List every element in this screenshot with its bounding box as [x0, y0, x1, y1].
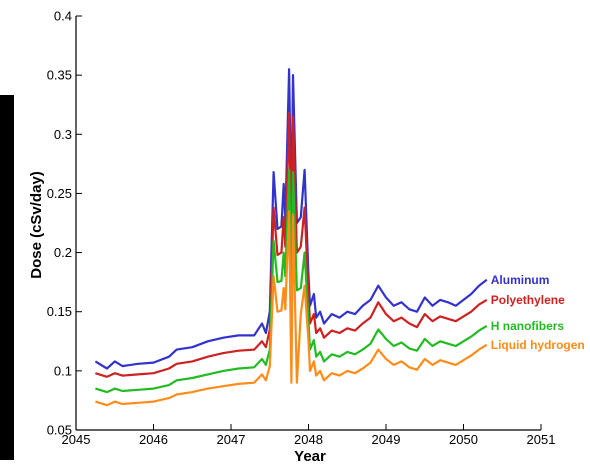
- x-tick-label: 2049: [372, 432, 401, 447]
- y-tick-label: 0.1: [54, 363, 72, 378]
- x-tick-label: 2045: [62, 432, 91, 447]
- y-tick-label: 0.15: [47, 304, 72, 319]
- legend-label-polyethylene: Polyethylene: [491, 293, 565, 307]
- y-tick-label: 0.3: [54, 127, 72, 142]
- x-tick-label: 2046: [139, 432, 168, 447]
- x-tick-label: 2051: [527, 432, 556, 447]
- x-axis-title: Year: [294, 448, 326, 465]
- series-lines: [95, 69, 486, 405]
- y-tick-label: 0.2: [54, 245, 72, 260]
- legend-label-h-nanofibers: H nanofibers: [491, 319, 565, 333]
- x-tick-label: 2048: [294, 432, 323, 447]
- legend-label-aluminum: Aluminum: [491, 273, 550, 287]
- y-tick-label: 0.25: [47, 186, 72, 201]
- y-axis-title: Dose (cSv/day): [28, 171, 45, 279]
- legend-label-liquid-hydrogen: Liquid hydrogen: [491, 338, 585, 352]
- legend-labels: Aluminum Polyethylene H nanofibers Liquid h…: [491, 273, 585, 352]
- left-colorbar-strip: [0, 95, 14, 460]
- y-tick-label: 0.35: [47, 68, 72, 83]
- y-tick-label: 0.4: [54, 9, 72, 24]
- x-tick-label: 2047: [217, 432, 246, 447]
- x-tick-label: 2050: [449, 432, 478, 447]
